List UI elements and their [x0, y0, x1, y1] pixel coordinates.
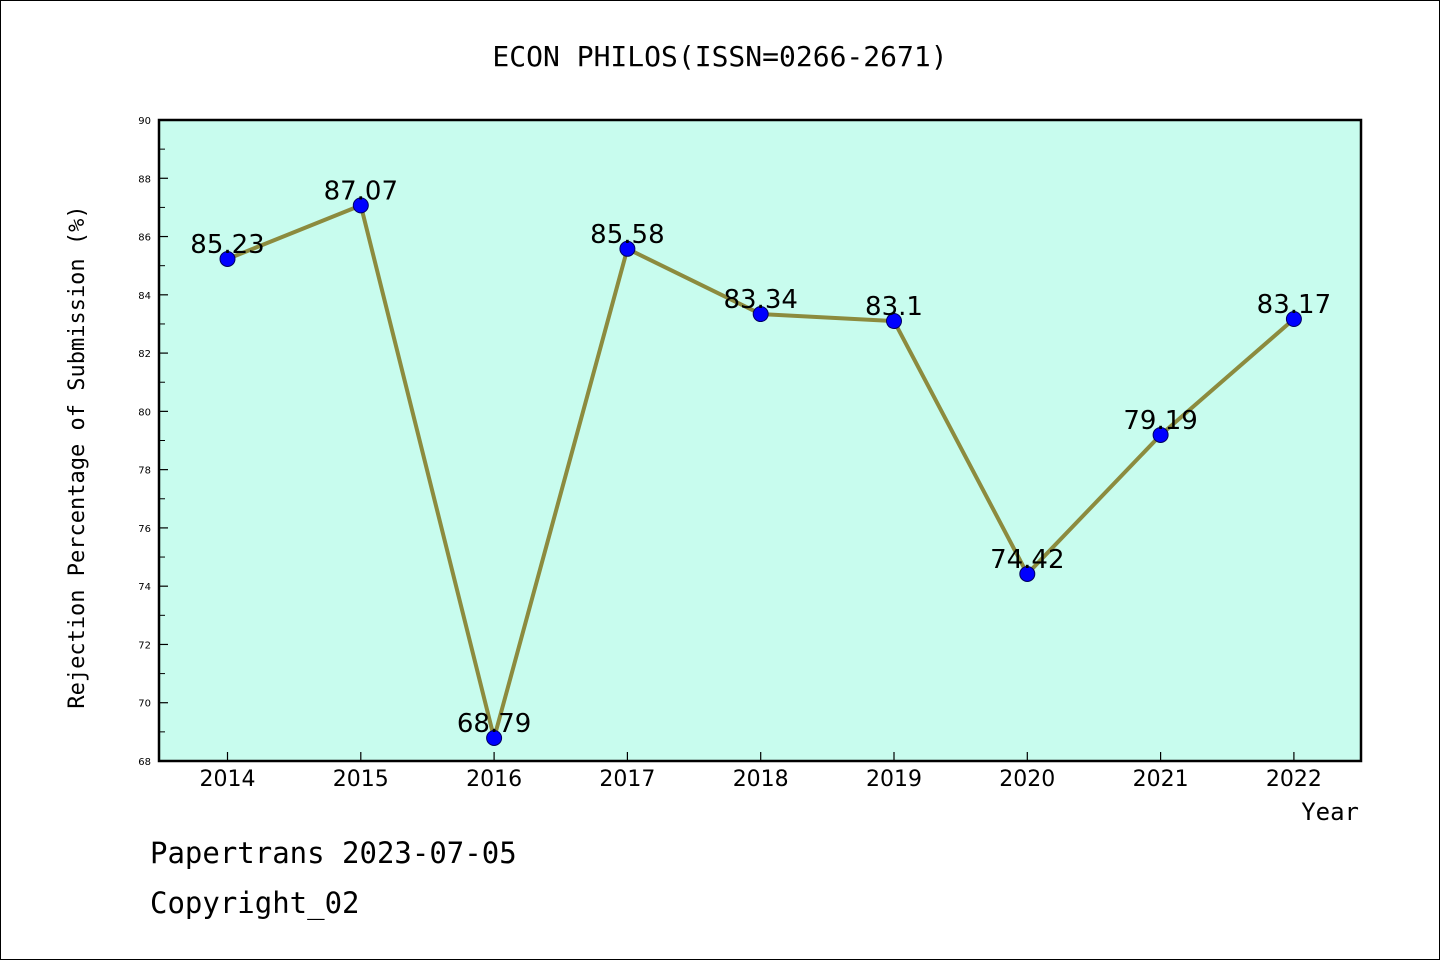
- x-tick-label: 2021: [1133, 767, 1189, 792]
- data-point: [619, 240, 636, 257]
- x-tick-label: 2016: [466, 767, 522, 792]
- y-tick-label: 76: [138, 524, 151, 535]
- data-label: 87.07: [324, 176, 398, 206]
- x-tick-label: 2018: [733, 767, 789, 792]
- data-point: [352, 197, 369, 214]
- y-tick-label: 80: [138, 407, 151, 418]
- data-label: 74.42: [990, 545, 1064, 575]
- data-label: 68.79: [457, 709, 531, 739]
- y-tick-label: 78: [138, 466, 151, 477]
- data-label: 79.19: [1123, 406, 1197, 436]
- data-point: [752, 306, 769, 323]
- data-label: 85.58: [590, 220, 664, 250]
- copyright-footer: Copyright_02: [150, 886, 360, 920]
- x-tick-label: 2019: [866, 767, 922, 792]
- series-layer: 85.23 87.07 68.79 85.58 83.34 83.1 74.42 79.19 8…: [190, 176, 1331, 746]
- y-axis-ticks: 68 70 72 74 76 78 80 82 84 86 88 90: [138, 116, 168, 768]
- x-axis-ticks: 2014 2015 2016 2017 2018 2019 2020 2021 2022: [200, 752, 1322, 792]
- data-point: [219, 250, 236, 267]
- data-point: [1152, 426, 1169, 443]
- data-label: 83.1: [865, 292, 923, 322]
- y-tick-label: 88: [138, 174, 151, 185]
- data-label: 83.34: [723, 285, 797, 315]
- source-footer: Papertrans 2023-07-05: [150, 836, 517, 870]
- x-tick-label: 2017: [599, 767, 655, 792]
- y-tick-label: 86: [138, 233, 151, 244]
- data-label: 83.17: [1257, 290, 1331, 320]
- y-axis-label: Rejection Percentage of Submission (%): [65, 205, 90, 708]
- y-tick-label: 84: [138, 291, 151, 302]
- chart-title: ECON PHILOS(ISSN=0266-2671): [492, 40, 947, 73]
- x-axis-label: Year: [1301, 798, 1359, 826]
- y-tick-label: 72: [138, 640, 151, 651]
- y-tick-label: 74: [138, 582, 151, 593]
- data-point: [486, 729, 503, 746]
- data-point: [1019, 565, 1036, 582]
- x-tick-label: 2022: [1266, 767, 1322, 792]
- y-tick-label: 68: [138, 757, 151, 768]
- x-tick-label: 2020: [999, 767, 1055, 792]
- x-tick-label: 2014: [200, 767, 256, 792]
- data-point: [1285, 311, 1302, 328]
- data-point: [886, 313, 902, 330]
- data-label: 85.23: [190, 230, 264, 260]
- x-tick-label: 2015: [333, 767, 389, 792]
- y-tick-label: 70: [138, 699, 151, 710]
- y-tick-label: 82: [138, 349, 151, 360]
- y-tick-label: 90: [138, 116, 151, 127]
